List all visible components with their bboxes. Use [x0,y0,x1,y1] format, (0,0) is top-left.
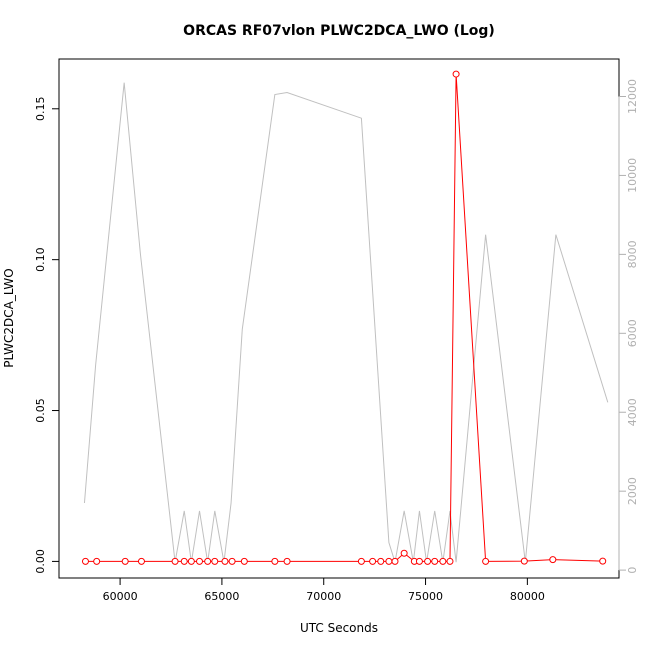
data-point [81,557,89,565]
data-point [431,557,439,565]
y-tick-label: 0.00 [34,549,47,574]
y-axis-left: 0.00 0.05 0.10 0.15 [34,97,60,574]
primary-series-line [85,74,603,562]
y2-tick-label: 8000 [626,240,639,268]
data-point [211,557,219,565]
data-point [400,549,408,557]
data-point [187,557,195,565]
data-point [93,557,101,565]
data-point [204,557,212,565]
data-point [121,557,129,565]
data-point [415,557,423,565]
data-point [240,557,248,565]
x-axis: 60000 65000 70000 75000 80000 [103,577,545,603]
data-point [180,557,188,565]
data-point [369,557,377,565]
data-point [283,557,291,565]
data-point [599,557,607,565]
y-tick-label: 0.05 [34,398,47,423]
x-tick-label: 60000 [103,590,138,603]
y-axis-right: 0 2000 4000 6000 8000 10000 12000 [618,79,639,574]
data-point [520,557,528,565]
data-point [482,557,490,565]
x-tick-label: 65000 [204,590,239,603]
data-point [385,557,393,565]
secondary-series-line [83,82,609,563]
data-point [377,557,385,565]
x-tick-label: 75000 [408,590,443,603]
data-point [424,557,432,565]
y2-tick-label: 2000 [626,477,639,505]
data-point [452,70,460,78]
data-point [171,557,179,565]
x-tick-label: 70000 [306,590,341,603]
data-point [196,557,204,565]
y2-tick-label: 10000 [626,158,639,193]
y-tick-label: 0.15 [34,97,47,122]
plot-area-border [58,58,620,579]
y2-tick-label: 0 [626,567,639,574]
data-point [549,556,557,564]
y-tick-label: 0.10 [34,247,47,272]
data-point [391,557,399,565]
y-axis-label: PLWC2DCA_LWO [2,268,16,367]
x-tick-label: 80000 [510,590,545,603]
y2-tick-label: 4000 [626,398,639,426]
y2-tick-label: 12000 [626,79,639,114]
x-axis-label: UTC Seconds [300,621,378,635]
data-point [439,557,447,565]
series-layer [81,70,609,565]
data-point [137,557,145,565]
data-point [221,557,229,565]
data-point [271,557,279,565]
chart-title: ORCAS RF07vlon PLWC2DCA_LWO (Log) [183,23,495,39]
data-point [446,557,454,565]
y2-tick-label: 6000 [626,319,639,347]
data-point [357,557,365,565]
data-point [228,557,236,565]
